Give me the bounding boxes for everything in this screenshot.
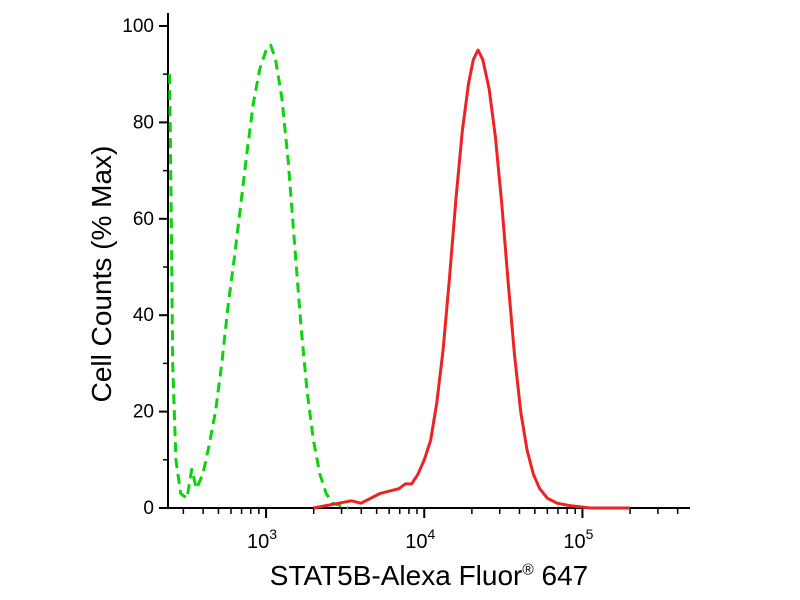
x-tick-label: 105 [563,526,593,553]
y-tick-label: 40 [133,305,154,326]
y-tick-label: 20 [133,402,154,423]
x-tick-label: 103 [247,526,277,553]
y-tick-label: 60 [133,209,154,230]
y-axis-label: Cell Counts (% Max) [86,145,117,403]
y-tick-label: 0 [143,498,154,519]
x-axis-label-tail: 647 [533,560,589,591]
series-control-green-dashed [168,43,349,510]
x-axis: 103 104 105 [168,507,690,553]
x-axis-label: STAT5B-Alexa Fluor® 647 [168,560,690,592]
x-axis-label-main: STAT5B-Alexa Fluor [269,560,523,591]
y-axis: 0 20 40 60 80 100 [122,13,169,519]
series-stat5b-red-solid [313,48,630,510]
registered-trademark-symbol: ® [522,561,534,579]
x-tick-label: 104 [405,526,435,553]
y-tick-label: 80 [133,112,154,133]
y-tick-label: 100 [122,16,154,37]
